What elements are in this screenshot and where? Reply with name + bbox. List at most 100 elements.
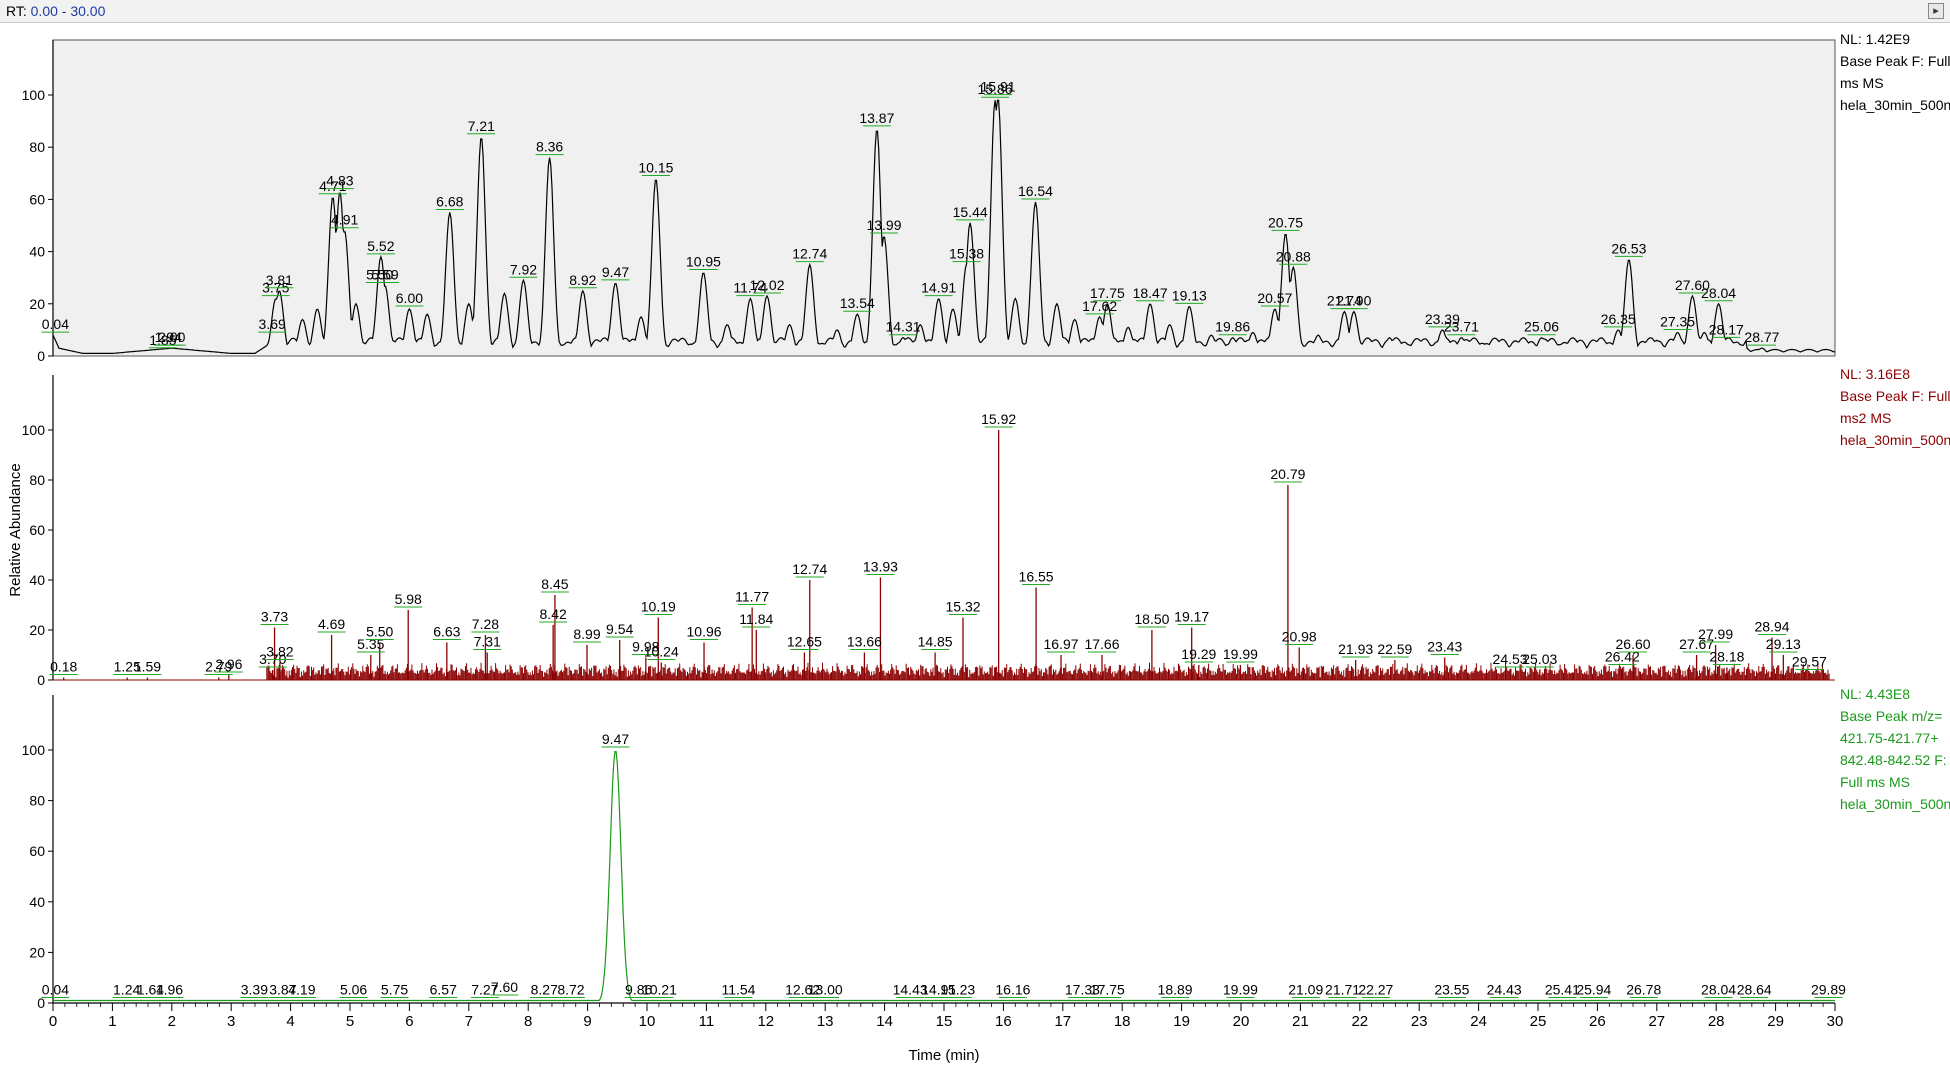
peak-label: 5.50 bbox=[366, 624, 393, 640]
peak-label: 5.06 bbox=[340, 981, 367, 997]
peak-label: 26.35 bbox=[1601, 311, 1636, 327]
peak-label: 9.47 bbox=[602, 731, 629, 747]
peak-label: 4.71 bbox=[319, 178, 346, 194]
peak-label: 1.64 bbox=[137, 981, 164, 997]
peak-label: 5.52 bbox=[367, 238, 394, 254]
peak-label: 27.99 bbox=[1698, 626, 1733, 642]
y-tick-label: 80 bbox=[29, 139, 45, 155]
peak-label: 11.84 bbox=[739, 611, 773, 627]
peak-label: 19.29 bbox=[1181, 646, 1216, 662]
peak-label: 21.74 bbox=[1327, 293, 1362, 309]
panel-2-background bbox=[53, 375, 1835, 680]
peak-label: 17.66 bbox=[1084, 636, 1119, 652]
peak-label: 2.96 bbox=[215, 656, 242, 672]
peak-label: 28.77 bbox=[1744, 329, 1779, 345]
peak-label: 10.15 bbox=[638, 160, 673, 176]
x-tick-label: 29 bbox=[1767, 1013, 1784, 1030]
peak-label: 7.27 bbox=[471, 981, 498, 997]
peak-label: 8.42 bbox=[540, 606, 567, 622]
peak-label: 26.78 bbox=[1626, 981, 1661, 997]
x-tick-label: 10 bbox=[639, 1013, 656, 1030]
peak-label: 20.79 bbox=[1270, 466, 1305, 482]
panel-info-text: hela_30min_500nl bbox=[1840, 97, 1950, 113]
peak-label: 1.96 bbox=[156, 981, 183, 997]
peak-label: 28.04 bbox=[1701, 981, 1736, 997]
panel-info-text: hela_30min_500nl bbox=[1840, 796, 1950, 812]
peak-label: 28.94 bbox=[1755, 619, 1790, 635]
peak-label: 0.04 bbox=[42, 316, 69, 332]
peak-label: 21.71 bbox=[1325, 981, 1360, 997]
y-tick-label: 40 bbox=[29, 894, 45, 910]
pin-icon[interactable]: ▸ bbox=[1928, 3, 1944, 19]
x-tick-label: 30 bbox=[1827, 1013, 1844, 1030]
peak-label: 27.60 bbox=[1675, 277, 1710, 293]
peak-label: 7.28 bbox=[472, 616, 499, 632]
x-axis-title: Time (min) bbox=[908, 1047, 979, 1064]
peak-label: 8.27 bbox=[531, 981, 558, 997]
peak-label: 21.09 bbox=[1288, 981, 1323, 997]
rt-range-value: 0.00 - 30.00 bbox=[30, 3, 106, 19]
peak-label: 5.75 bbox=[381, 981, 408, 997]
panel-info-text: hela_30min_500nl bbox=[1840, 432, 1950, 448]
panel-2-noise bbox=[266, 662, 1830, 680]
peak-label: 28.04 bbox=[1701, 285, 1736, 301]
peak-label: 28.17 bbox=[1709, 321, 1744, 337]
x-tick-label: 7 bbox=[465, 1013, 473, 1030]
x-tick-label: 25 bbox=[1530, 1013, 1547, 1030]
peak-label: 15.38 bbox=[949, 246, 984, 262]
peak-label: 25.03 bbox=[1522, 651, 1557, 667]
peak-label: 7.60 bbox=[491, 979, 518, 995]
peak-label: 15.32 bbox=[945, 599, 980, 615]
peak-label: 27.67 bbox=[1679, 636, 1714, 652]
panel-info-text: NL: 3.16E8 bbox=[1840, 366, 1910, 382]
x-tick-label: 14 bbox=[876, 1013, 893, 1030]
peak-label: 3.87 bbox=[269, 981, 296, 997]
peak-label: 3.39 bbox=[241, 981, 268, 997]
x-tick-label: 15 bbox=[936, 1013, 953, 1030]
peak-label: 13.87 bbox=[859, 110, 894, 126]
peak-label: 15.86 bbox=[978, 81, 1013, 97]
peak-label: 3.82 bbox=[266, 644, 293, 660]
peak-label: 5.98 bbox=[395, 591, 422, 607]
peak-label: 12.62 bbox=[785, 981, 820, 997]
y-tick-label: 100 bbox=[22, 422, 46, 438]
peak-label: 27.35 bbox=[1660, 314, 1695, 330]
peak-label: 9.54 bbox=[606, 621, 633, 637]
peak-label: 1.59 bbox=[134, 659, 161, 675]
peak-label: 21.90 bbox=[1336, 293, 1371, 309]
peak-label: 7.31 bbox=[474, 634, 501, 650]
peak-label: 20.98 bbox=[1282, 629, 1317, 645]
x-tick-label: 28 bbox=[1708, 1013, 1725, 1030]
x-tick-label: 16 bbox=[995, 1013, 1012, 1030]
peak-label: 29.13 bbox=[1766, 636, 1801, 652]
peak-label: 23.43 bbox=[1427, 639, 1462, 655]
peak-label: 13.54 bbox=[840, 295, 875, 311]
peak-label: 15.44 bbox=[953, 204, 988, 220]
rt-range-label: RT: 0.00 - 30.00 bbox=[6, 3, 106, 19]
peak-label: 7.21 bbox=[468, 118, 495, 134]
peak-label: 1.85 bbox=[149, 332, 176, 348]
peak-label: 18.89 bbox=[1158, 981, 1193, 997]
x-tick-label: 21 bbox=[1292, 1013, 1309, 1030]
peak-label: 15.92 bbox=[981, 411, 1016, 427]
peak-label: 11.54 bbox=[721, 981, 755, 997]
peak-label: 9.98 bbox=[632, 639, 659, 655]
peak-label: 10.96 bbox=[687, 624, 722, 640]
peak-label: 16.16 bbox=[995, 981, 1030, 997]
peak-label: 19.99 bbox=[1223, 981, 1258, 997]
peak-label: 10.24 bbox=[644, 644, 679, 660]
panel-3-trace bbox=[53, 751, 1835, 1002]
peak-label: 14.31 bbox=[885, 319, 920, 335]
peak-label: 14.85 bbox=[918, 634, 953, 650]
peak-label: 4.69 bbox=[318, 616, 345, 632]
y-tick-label: 80 bbox=[29, 472, 45, 488]
peak-label: 14.91 bbox=[921, 280, 956, 296]
peak-label: 29.57 bbox=[1792, 654, 1827, 670]
x-tick-label: 3 bbox=[227, 1013, 235, 1030]
peak-label: 23.71 bbox=[1444, 319, 1479, 335]
peak-label: 4.91 bbox=[331, 212, 358, 228]
x-tick-label: 6 bbox=[405, 1013, 413, 1030]
peak-label: 1.94 bbox=[155, 329, 182, 345]
